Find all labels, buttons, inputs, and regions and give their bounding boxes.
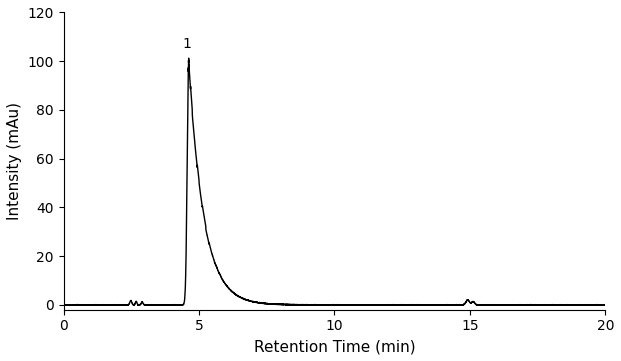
X-axis label: Retention Time (min): Retention Time (min) bbox=[253, 339, 415, 354]
Y-axis label: Intensity (mAu): Intensity (mAu) bbox=[7, 102, 22, 220]
Text: 1: 1 bbox=[183, 38, 191, 51]
